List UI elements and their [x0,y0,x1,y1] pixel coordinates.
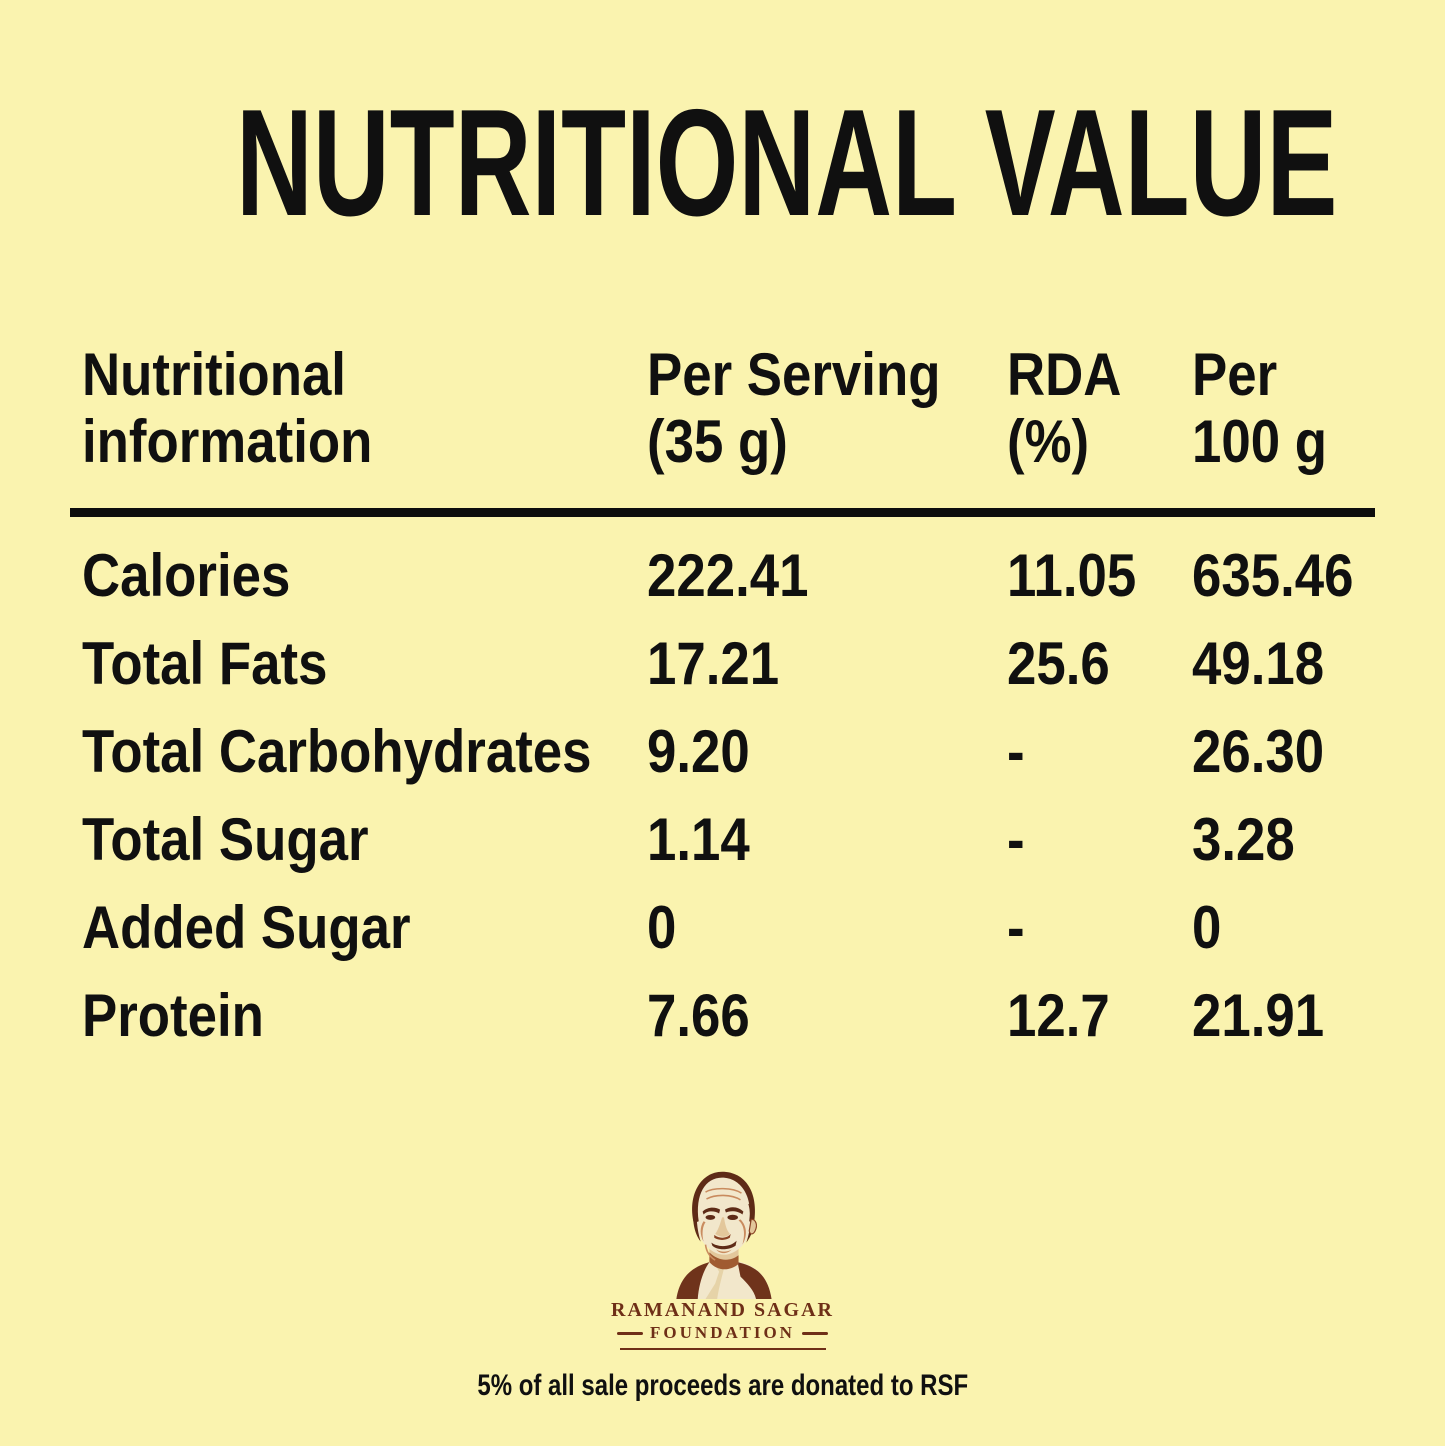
cell-per-serving: 222.41 [647,542,809,609]
cell-per-100g: 21.91 [1192,982,1325,1049]
cell-rda: 12.7 [1007,982,1110,1049]
cell-label: Protein [82,982,264,1049]
table-row: Calories 222.41 11.05 635.46 [70,532,1375,620]
dash-ornament-right [801,1331,828,1335]
page-title: NUTRITIONAL VALUE [236,78,1338,248]
cell-rda: 25.6 [1007,630,1110,697]
table-row: Added Sugar 0 - 0 [70,884,1375,972]
cell-label: Total Carbohydrates [82,718,592,785]
foundation-logo: RAMANAND SAGAR FOUNDATION [0,1163,1445,1350]
founder-portrait-icon [675,1171,772,1299]
cell-label: Total Sugar [82,806,369,873]
cell-per-100g: 635.46 [1192,542,1354,609]
header-divider [70,508,1375,517]
dash-ornament-left [617,1331,644,1335]
table-row: Total Sugar 1.14 - 3.28 [70,796,1375,884]
cell-per-100g: 26.30 [1192,718,1325,785]
cell-per-serving: 7.66 [647,982,750,1049]
cell-per-serving: 1.14 [647,806,750,873]
cell-per-100g: 49.18 [1192,630,1325,697]
nutrition-table-body: Calories 222.41 11.05 635.46 Total Fats … [70,532,1375,1060]
logo-underline [619,1348,826,1350]
table-row: Total Fats 17.21 25.6 49.18 [70,620,1375,708]
cell-label: Added Sugar [82,894,411,961]
column-header-per-100g: Per 100 g [1192,341,1328,475]
cell-rda: - [1007,894,1025,961]
cell-rda: - [1007,718,1025,785]
cell-label: Calories [82,542,291,609]
cell-per-serving: 17.21 [647,630,780,697]
column-header-nutritional-information: Nutritional information [82,341,373,475]
cell-rda: 11.05 [1007,542,1137,609]
table-header: Nutritional information Per Serving (35 g)… [70,341,1375,475]
cell-per-serving: 0 [647,894,677,961]
cell-rda: - [1007,806,1025,873]
cell-per-100g: 0 [1192,894,1222,961]
cell-per-100g: 3.28 [1192,806,1295,873]
cell-label: Total Fats [82,630,328,697]
foundation-name: RAMANAND SAGAR [611,1299,834,1321]
table-row: Total Carbohydrates 9.20 - 26.30 [70,708,1375,796]
foundation-subtitle: FOUNDATION [617,1323,828,1343]
table-row: Protein 7.66 12.7 21.91 [70,972,1375,1060]
column-header-per-serving: Per Serving (35 g) [647,341,941,475]
donation-note: 5% of all sale proceeds are donated to R… [477,1369,968,1402]
column-header-rda: RDA (%) [1007,341,1122,475]
cell-per-serving: 9.20 [647,718,750,785]
